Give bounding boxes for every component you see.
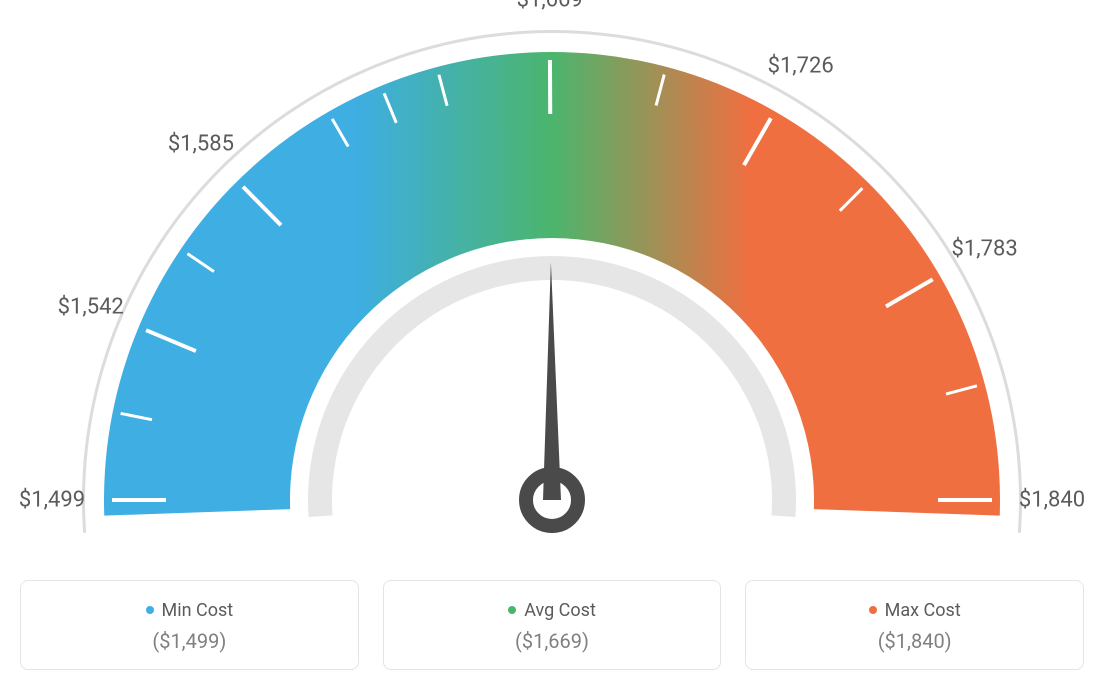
gauge-tick-label: $1,669 <box>517 0 583 13</box>
gauge-tick-label: $1,726 <box>768 54 834 79</box>
min-cost-card: Min Cost ($1,499) <box>20 580 359 670</box>
max-cost-card: Max Cost ($1,840) <box>745 580 1084 670</box>
max-dot-icon <box>869 606 877 614</box>
gauge-svg <box>20 20 1084 560</box>
cost-gauge: $1,499$1,542$1,585$1,669$1,726$1,783$1,8… <box>20 20 1084 560</box>
avg-dot-icon <box>508 606 516 614</box>
avg-cost-card: Avg Cost ($1,669) <box>383 580 722 670</box>
gauge-tick-label: $1,840 <box>1019 488 1085 513</box>
gauge-tick-label: $1,542 <box>58 295 124 320</box>
avg-value: ($1,669) <box>404 629 701 653</box>
avg-title: Avg Cost <box>524 600 596 621</box>
max-value: ($1,840) <box>766 629 1063 653</box>
gauge-tick-label: $1,783 <box>952 237 1018 262</box>
max-title: Max Cost <box>885 600 961 621</box>
gauge-tick-label: $1,585 <box>168 132 234 157</box>
min-title: Min Cost <box>162 600 234 621</box>
min-dot-icon <box>146 606 154 614</box>
summary-cards: Min Cost ($1,499) Avg Cost ($1,669) Max … <box>20 580 1084 670</box>
min-value: ($1,499) <box>41 629 338 653</box>
gauge-tick-label: $1,499 <box>19 488 85 513</box>
